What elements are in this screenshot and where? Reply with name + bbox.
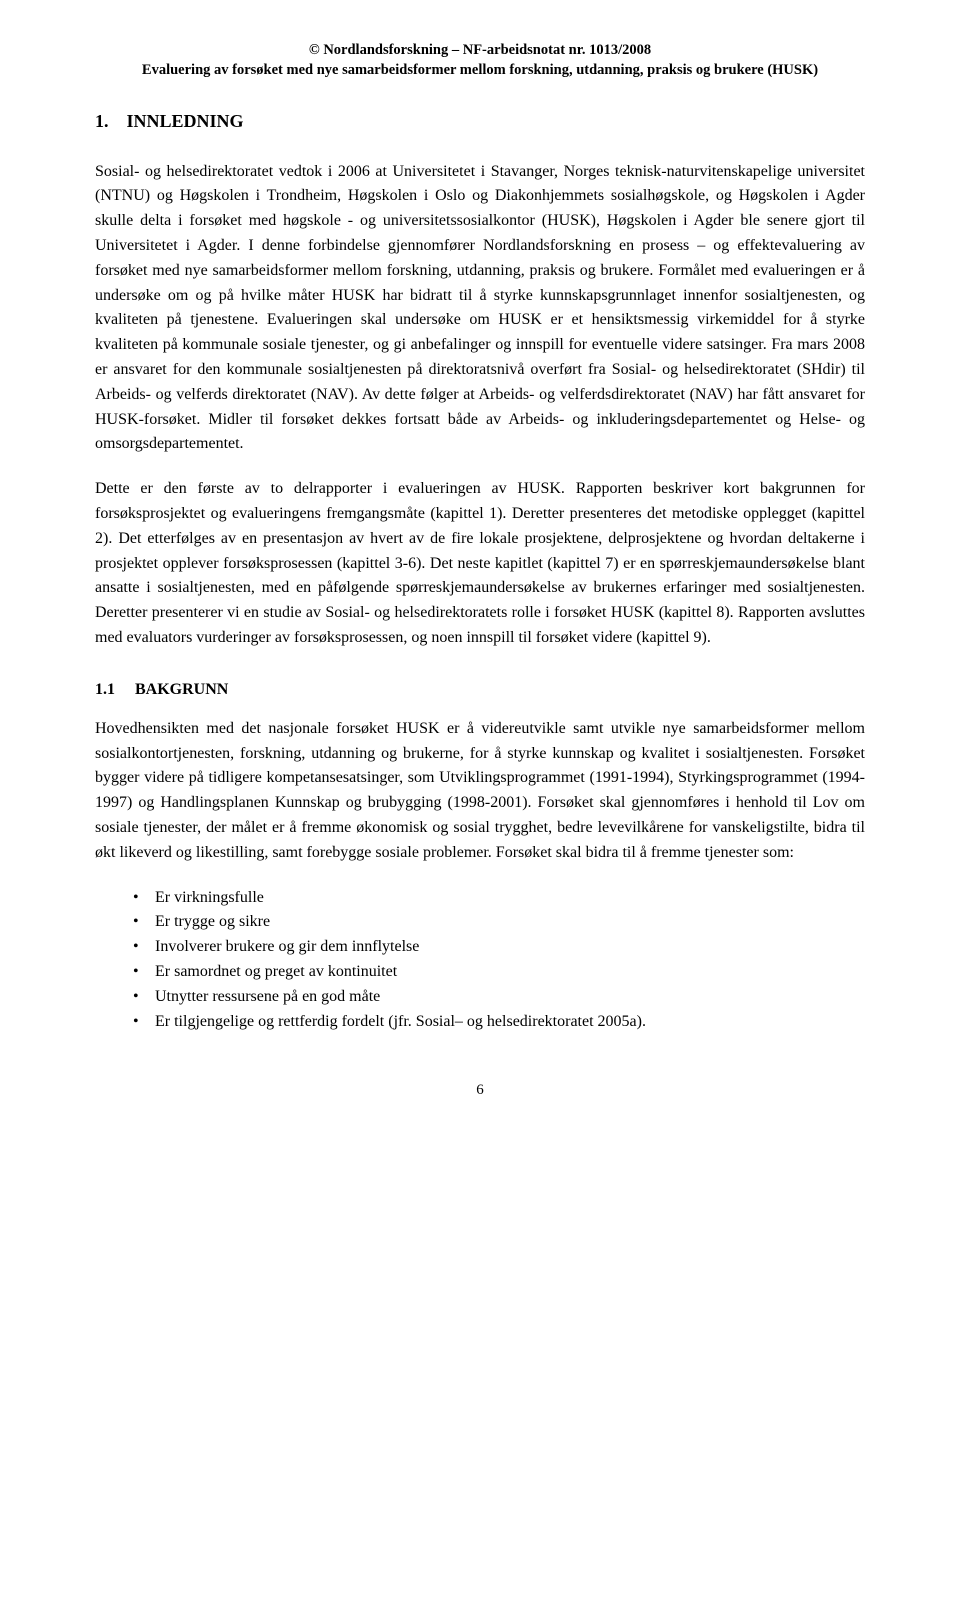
section-1-1-heading: 1.1 BAKGRUNN — [95, 681, 865, 699]
bullet-item: Involverer brukere og gir dem innflytels… — [133, 935, 865, 960]
header-subtitle: Evaluering av forsøket med nye samarbeid… — [95, 60, 865, 80]
bullet-item: Utnytter ressursene på en god måte — [133, 985, 865, 1010]
header-copyright: © Nordlandsforskning – NF-arbeidsnotat n… — [95, 40, 865, 60]
page-number: 6 — [95, 1082, 865, 1099]
bullet-item: Er virkningsfulle — [133, 886, 865, 911]
section-1-1-paragraph-1: Hovedhensikten med det nasjonale forsøke… — [95, 717, 865, 866]
bullet-item: Er samordnet og preget av kontinuitet — [133, 960, 865, 985]
bullet-item: Er trygge og sikre — [133, 910, 865, 935]
section-1-heading: 1. INNLEDNING — [95, 111, 865, 132]
bullet-item: Er tilgjengelige og rettferdig fordelt (… — [133, 1010, 865, 1035]
section-1-paragraph-2: Dette er den første av to delrapporter i… — [95, 477, 865, 651]
section-1-paragraph-1: Sosial- og helsedirektoratet vedtok i 20… — [95, 160, 865, 458]
page-header: © Nordlandsforskning – NF-arbeidsnotat n… — [95, 40, 865, 81]
bullet-list: Er virkningsfulle Er trygge og sikre Inv… — [133, 886, 865, 1035]
